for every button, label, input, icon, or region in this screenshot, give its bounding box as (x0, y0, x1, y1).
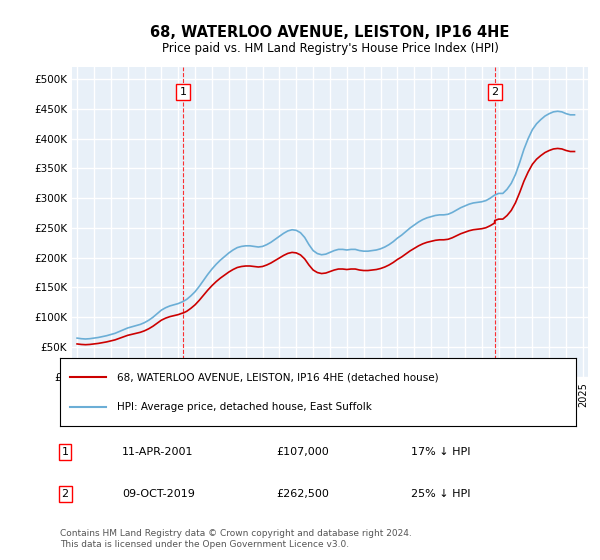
Text: 1: 1 (62, 447, 68, 457)
Text: 1: 1 (179, 87, 187, 97)
Text: 17% ↓ HPI: 17% ↓ HPI (411, 447, 470, 457)
Text: HPI: Average price, detached house, East Suffolk: HPI: Average price, detached house, East… (117, 402, 371, 412)
Text: £107,000: £107,000 (277, 447, 329, 457)
Text: 25% ↓ HPI: 25% ↓ HPI (411, 489, 470, 499)
Text: £262,500: £262,500 (277, 489, 329, 499)
Text: Contains HM Land Registry data © Crown copyright and database right 2024.
This d: Contains HM Land Registry data © Crown c… (60, 529, 412, 549)
Text: Price paid vs. HM Land Registry's House Price Index (HPI): Price paid vs. HM Land Registry's House … (161, 42, 499, 55)
Text: 09-OCT-2019: 09-OCT-2019 (122, 489, 195, 499)
Text: 68, WATERLOO AVENUE, LEISTON, IP16 4HE: 68, WATERLOO AVENUE, LEISTON, IP16 4HE (151, 25, 509, 40)
Text: 2: 2 (491, 87, 499, 97)
Text: 68, WATERLOO AVENUE, LEISTON, IP16 4HE (detached house): 68, WATERLOO AVENUE, LEISTON, IP16 4HE (… (117, 372, 439, 382)
Text: 11-APR-2001: 11-APR-2001 (122, 447, 193, 457)
Text: 2: 2 (62, 489, 69, 499)
